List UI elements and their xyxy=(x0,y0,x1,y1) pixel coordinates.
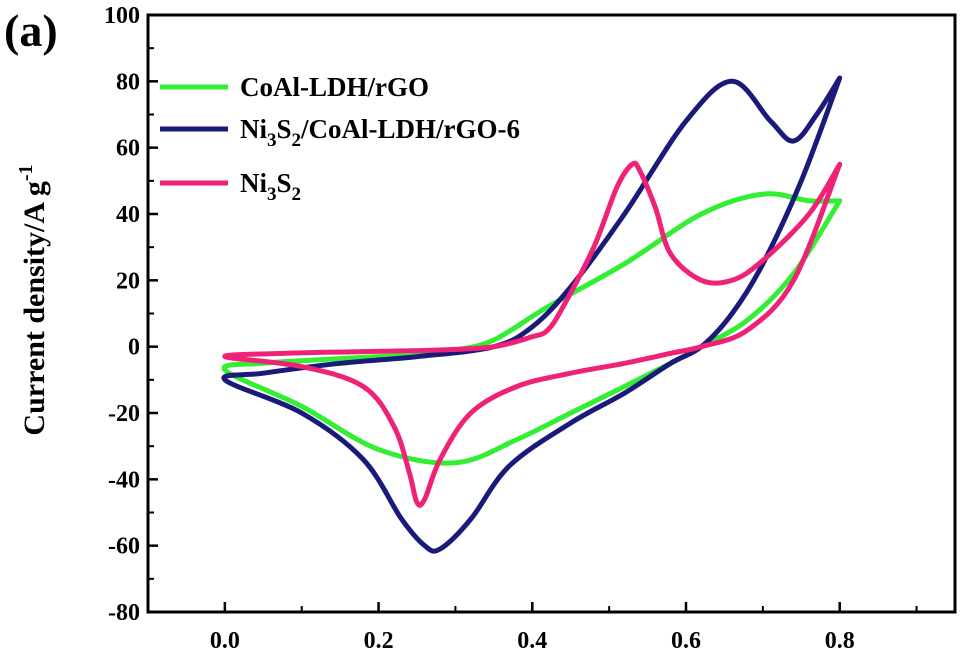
y-axis-title: Current density/A g-1 xyxy=(15,164,51,435)
panel-label: (a) xyxy=(4,5,58,56)
y-tick-label: 20 xyxy=(116,268,140,294)
series-line-2 xyxy=(222,160,843,508)
curves xyxy=(221,75,843,554)
x-tick-label: 0.4 xyxy=(517,628,547,654)
y-tick-label: -20 xyxy=(108,401,140,427)
x-tick-label: 0.8 xyxy=(825,628,855,654)
legend: CoAl-LDH/rGO Ni3S2/CoAl-LDH/rGO-6 Ni3S2 xyxy=(160,72,520,205)
y-tick-label: 40 xyxy=(116,202,140,228)
y-axis-label: Current density/A g-1 xyxy=(15,164,51,435)
y-tick-label: 80 xyxy=(116,69,140,95)
y-tick-label: 100 xyxy=(104,3,140,29)
plot-frame xyxy=(146,13,957,614)
legend-label-2: Ni3S2 xyxy=(240,168,301,205)
y-tick-label: -60 xyxy=(108,534,140,560)
y-tick-label: -40 xyxy=(108,467,140,493)
x-tick-label: 0.0 xyxy=(210,628,240,654)
legend-label-0: CoAl-LDH/rGO xyxy=(240,72,429,102)
y-tick-label: 0 xyxy=(128,335,140,361)
y-tick-label: -80 xyxy=(108,600,140,626)
x-tick-label: 0.2 xyxy=(364,628,394,654)
x-tick-label: 0.6 xyxy=(671,628,701,654)
legend-label-1: Ni3S2/CoAl-LDH/rGO-6 xyxy=(240,114,520,151)
y-tick-label: 60 xyxy=(116,136,140,162)
axis-ticks: -80 -60 -40 -20 0 20 40 60 80 100 0.0 0.2 0.4 0.6 0.8 xyxy=(104,3,918,654)
series-line-1 xyxy=(221,75,843,554)
